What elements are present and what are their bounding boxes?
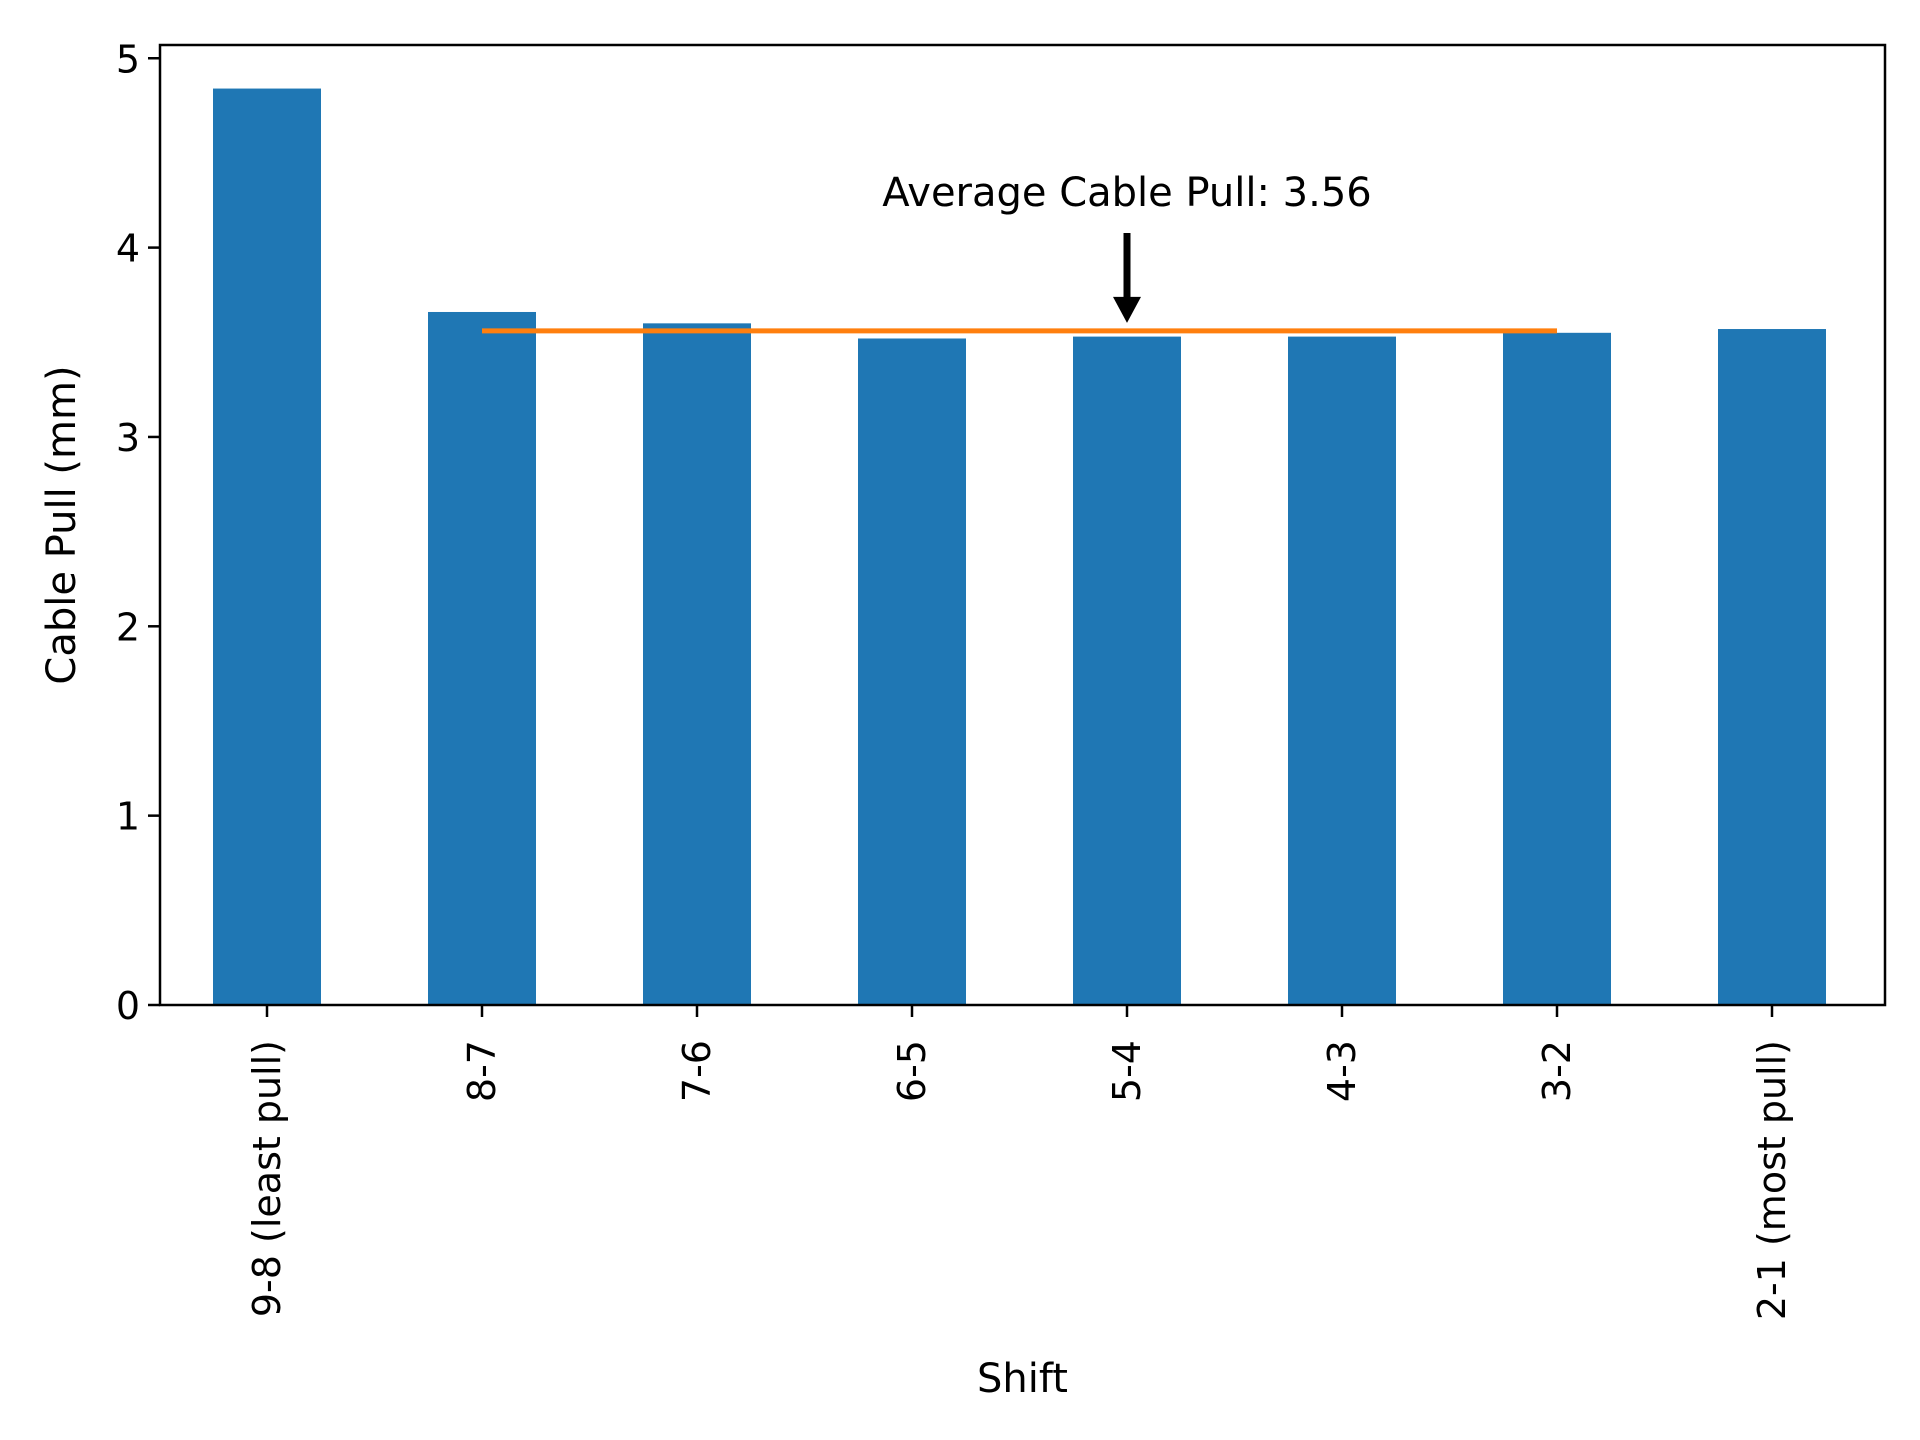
arrow-head <box>1113 296 1141 323</box>
plot-frame <box>158 43 1887 1007</box>
y-axis-label: Cable Pull (mm) <box>39 365 85 684</box>
x-tick-label: 7-6 <box>675 1040 719 1102</box>
y-axis: 0 1 2 3 4 5 <box>116 37 160 1028</box>
x-tick-label: 3-2 <box>1535 1040 1579 1102</box>
bars-group <box>213 88 1826 1006</box>
y-tick-label: 0 <box>116 984 140 1028</box>
x-tick-label: 4-3 <box>1320 1040 1364 1102</box>
y-tick-label: 2 <box>116 605 140 649</box>
x-tick-label: 6-5 <box>890 1040 934 1102</box>
average-arrow <box>1113 233 1141 323</box>
y-tick-label: 5 <box>116 37 140 81</box>
y-tick-label: 1 <box>116 795 140 839</box>
bar-6-5 <box>858 338 966 1006</box>
x-axis: 9-8 (least pull) 8-7 7-6 6-5 5-4 4-3 3-2 2-1 (m… <box>245 1005 1794 1320</box>
bar-8-7 <box>428 311 536 1005</box>
x-tick-label: 5-4 <box>1105 1040 1149 1102</box>
average-annotation: Average Cable Pull: 3.56 <box>882 170 1372 216</box>
x-axis-label: Shift <box>977 1356 1068 1402</box>
bar-9-8 <box>213 88 321 1005</box>
bar-7-6 <box>643 323 751 1005</box>
y-tick-label: 4 <box>116 227 140 271</box>
bar-5-4 <box>1073 336 1181 1005</box>
bar-4-3 <box>1288 336 1396 1005</box>
x-tick-label: 8-7 <box>460 1040 504 1102</box>
bar-2-1 <box>1718 329 1826 1005</box>
x-tick-label: 9-8 (least pull) <box>245 1040 289 1317</box>
bar-3-2 <box>1503 332 1611 1005</box>
x-tick-label: 2-1 (most pull) <box>1750 1040 1794 1320</box>
y-tick-label: 3 <box>116 416 140 460</box>
